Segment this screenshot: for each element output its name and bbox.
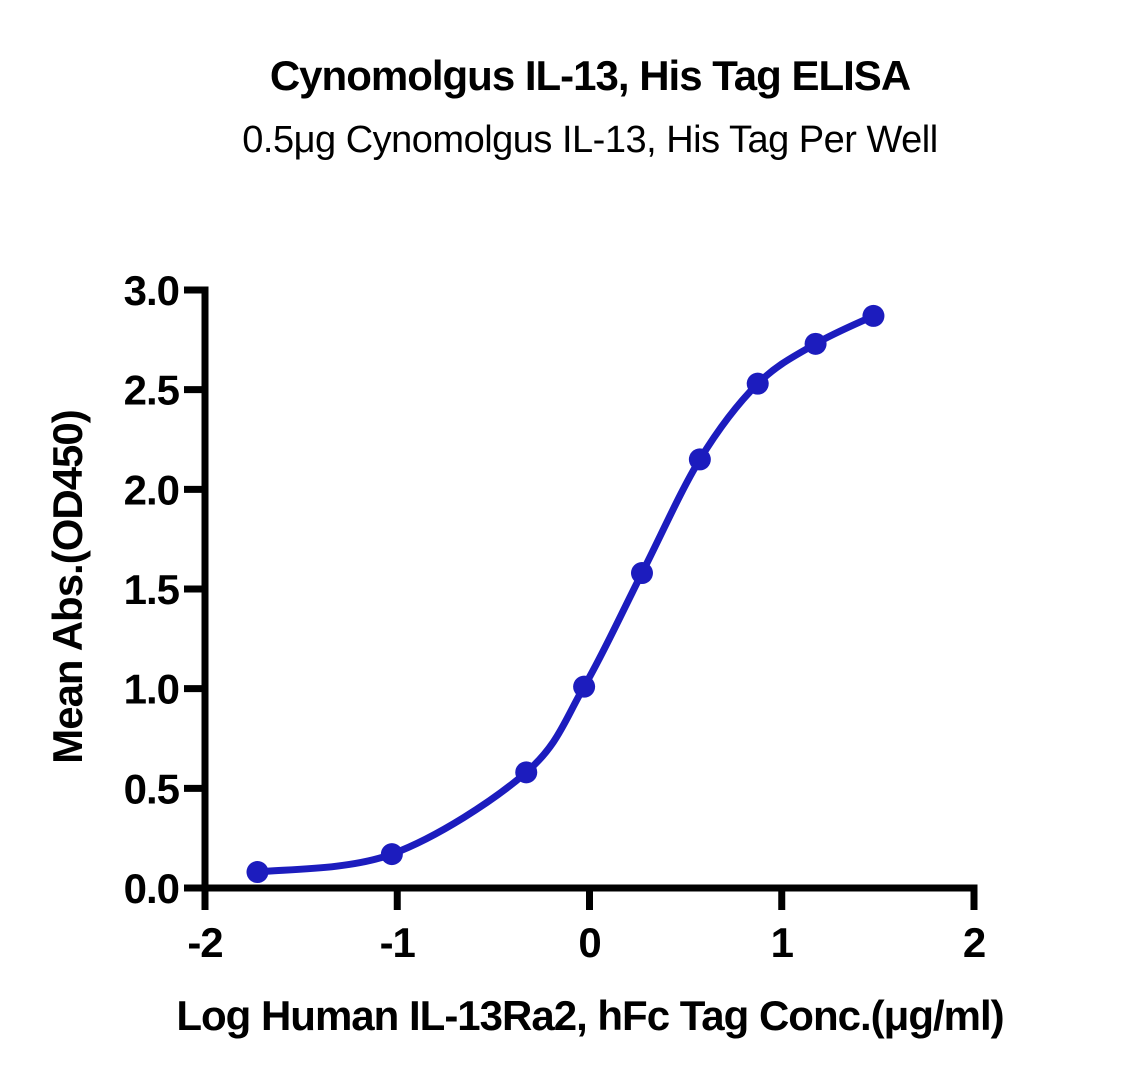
data-points: [246, 304, 885, 884]
y-tick-label: 0.5: [124, 765, 180, 812]
y-tick-label: 1.5: [124, 566, 180, 613]
data-point-marker: [862, 304, 885, 327]
y-tick-label: 3.0: [124, 267, 179, 314]
data-point-marker: [380, 843, 403, 866]
y-tick-label: 1.0: [124, 666, 179, 713]
data-point-marker: [804, 332, 827, 355]
y-tick-label: 0.0: [124, 865, 179, 912]
data-point-marker: [573, 675, 596, 698]
y-axis-label: Mean Abs.(OD450): [44, 410, 91, 764]
y-axis-ticks: [184, 286, 205, 892]
data-point-marker: [688, 448, 711, 471]
data-point-marker: [515, 761, 538, 784]
x-tick-label: -1: [380, 919, 416, 966]
y-axis-tick-labels: 0.0 0.5 1.0 1.5 2.0 2.5 3.0: [124, 267, 181, 912]
y-tick-label: 2.5: [124, 367, 180, 414]
chart-subtitle: 0.5μg Cynomolgus IL-13, His Tag Per Well: [242, 119, 937, 161]
x-axis-tick-labels: -2 -1 0 1 2: [187, 919, 986, 966]
dose-response-curve: [253, 312, 877, 876]
x-tick-label: -2: [187, 919, 222, 966]
data-point-marker: [630, 562, 653, 585]
chart-title: Cynomolgus IL-13, His Tag ELISA: [270, 52, 911, 99]
x-axis-ticks: [201, 888, 978, 910]
data-point-marker: [246, 861, 269, 884]
x-axis-label: Log Human IL-13Ra2, hFc Tag Conc.(μg/ml): [176, 992, 1003, 1039]
x-tick-label: 1: [771, 919, 794, 966]
x-tick-label: 0: [578, 919, 600, 966]
y-tick-label: 2.0: [124, 466, 179, 513]
data-point-marker: [746, 372, 769, 395]
x-tick-label: 2: [963, 919, 985, 966]
